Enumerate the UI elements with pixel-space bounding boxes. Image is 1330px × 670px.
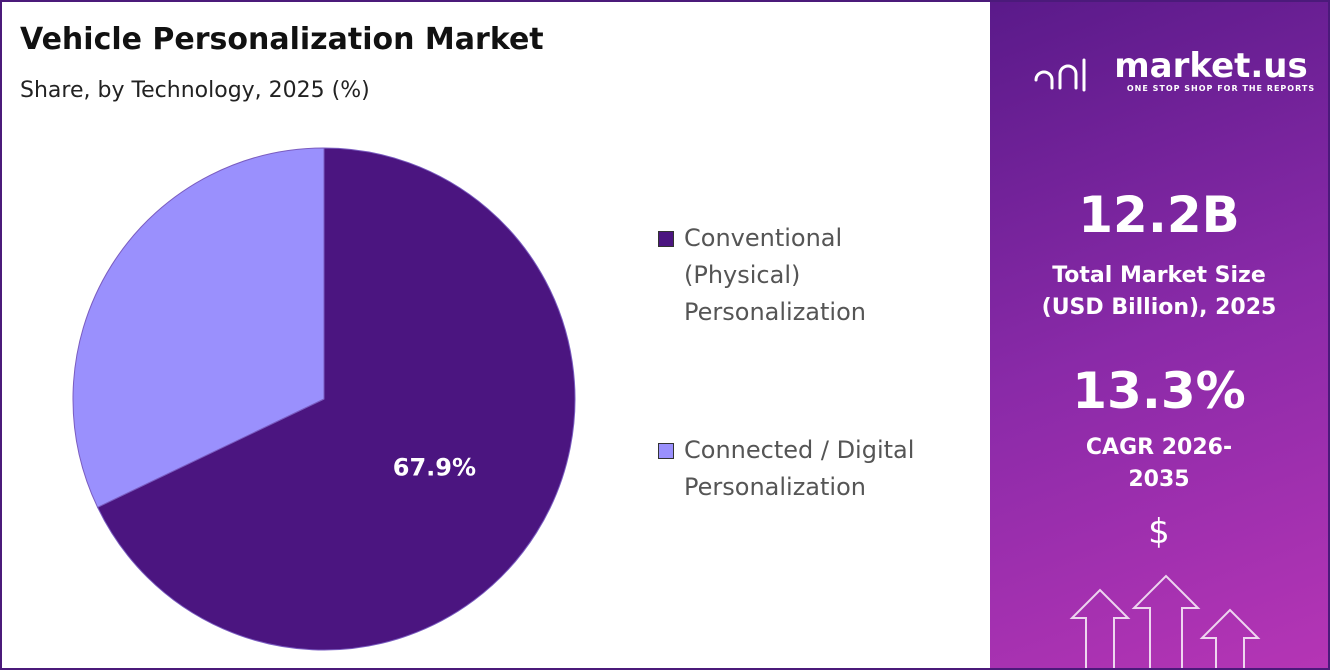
chart-subtitle: Share, by Technology, 2025 (%) [20, 78, 370, 103]
legend-label: Connected / Digital Personalization [684, 436, 915, 501]
pie-slice [96, 147, 576, 651]
legend-swatch [658, 231, 674, 247]
market-size: 12.2B [1078, 186, 1240, 244]
legend-label: Conventional (Physical) Personalization [684, 224, 866, 326]
logo-icon [1034, 58, 1086, 92]
legend-swatch [658, 443, 674, 459]
dollar-icon: $ [1148, 512, 1170, 552]
chart-title: Vehicle Personalization Market [20, 22, 544, 57]
legend-item: Conventional (Physical) Personalization [658, 220, 934, 331]
logo-tagline: ONE STOP SHOP FOR THE REPORTS [1126, 84, 1316, 93]
arrows [1069, 574, 1261, 668]
pie-chart: 67.9% [72, 147, 576, 651]
pie-slice [72, 147, 325, 508]
panel-decoration [1034, 58, 1261, 668]
data-label: 67.9% [393, 454, 476, 482]
cagr-label: CAGR 2026-2035 [1085, 435, 1233, 492]
logo-text: market.us [1114, 46, 1308, 86]
cagr: 13.3% [1072, 362, 1246, 420]
market-size-label: Total Market Size (USD Billion), 2025 [1041, 263, 1277, 320]
legend-item: Connected / Digital Personalization [658, 432, 934, 506]
side-panel: market.us ONE STOP SHOP FOR THE REPORTS … [990, 2, 1328, 668]
